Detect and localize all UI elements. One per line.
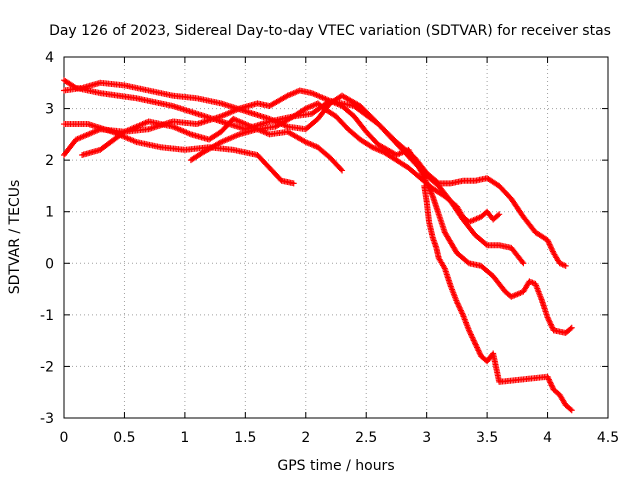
data-point-marker: [464, 259, 471, 266]
x-tick-label: 4: [543, 430, 552, 446]
y-tick-label: 1: [45, 205, 54, 221]
data-point-marker: [519, 258, 526, 265]
x-axis-label: GPS time / hours: [277, 458, 394, 474]
y-tick-label: 4: [45, 50, 54, 66]
y-tick-label: -1: [40, 308, 54, 324]
data-marks: [61, 77, 575, 414]
grid: [64, 57, 608, 418]
data-point-marker: [337, 166, 344, 173]
y-axis-label: SDTVAR / TECUs: [7, 180, 23, 295]
y-tick-label: 0: [45, 256, 54, 272]
x-tick-label: 3: [422, 430, 431, 446]
chart-title: Day 126 of 2023, Sidereal Day-to-day VTE…: [49, 23, 611, 39]
y-tick-label: 3: [45, 102, 54, 118]
x-tick-label: 0: [60, 430, 69, 446]
x-tick-label: 2.5: [355, 430, 377, 446]
data-point-marker: [562, 262, 569, 269]
data-point-marker: [568, 407, 575, 414]
x-tick-label: 1: [180, 430, 189, 446]
data-point-marker: [520, 260, 527, 267]
tick-labels: 0 0.5 1 1.5 2 2.5 3 3.5 4 4.5 4 3 2 1 0 -1 -2 -3: [40, 50, 619, 446]
x-tick-label: 1.5: [234, 430, 256, 446]
x-tick-label: 3.5: [476, 430, 498, 446]
data-point-marker: [567, 406, 574, 413]
data-point-marker: [494, 212, 501, 219]
y-tick-label: -2: [40, 359, 54, 375]
data-point-marker: [339, 167, 346, 174]
data-point-marker: [568, 324, 575, 331]
axis-ticks: [63, 56, 609, 419]
plot-frame: [63, 56, 609, 419]
data-point-marker: [567, 325, 574, 332]
data-point-marker: [482, 241, 489, 248]
data-point-marker: [434, 179, 441, 186]
data-point-marker: [290, 180, 297, 187]
x-tick-label: 4.5: [597, 430, 619, 446]
data-point-marker: [496, 211, 503, 218]
y-tick-label: 2: [45, 153, 54, 169]
x-tick-label: 2: [301, 430, 310, 446]
x-tick-label: 0.5: [113, 430, 135, 446]
y-tick-label: -3: [40, 411, 54, 427]
